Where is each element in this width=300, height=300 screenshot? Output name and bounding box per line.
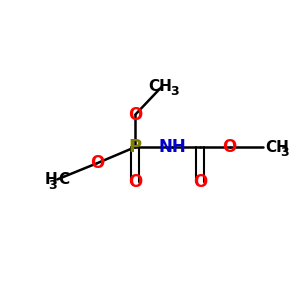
Text: O: O: [128, 173, 142, 191]
Text: O: O: [222, 138, 237, 156]
Text: O: O: [193, 173, 207, 191]
Text: 3: 3: [170, 85, 178, 98]
Text: H: H: [44, 172, 57, 187]
Text: 3: 3: [280, 146, 289, 159]
Text: O: O: [90, 154, 104, 172]
Text: P: P: [129, 138, 142, 156]
Text: C: C: [59, 172, 70, 187]
Text: O: O: [128, 106, 142, 124]
Text: CH: CH: [265, 140, 289, 154]
Text: CH: CH: [148, 79, 172, 94]
Text: 3: 3: [49, 179, 57, 192]
Text: NH: NH: [158, 138, 186, 156]
